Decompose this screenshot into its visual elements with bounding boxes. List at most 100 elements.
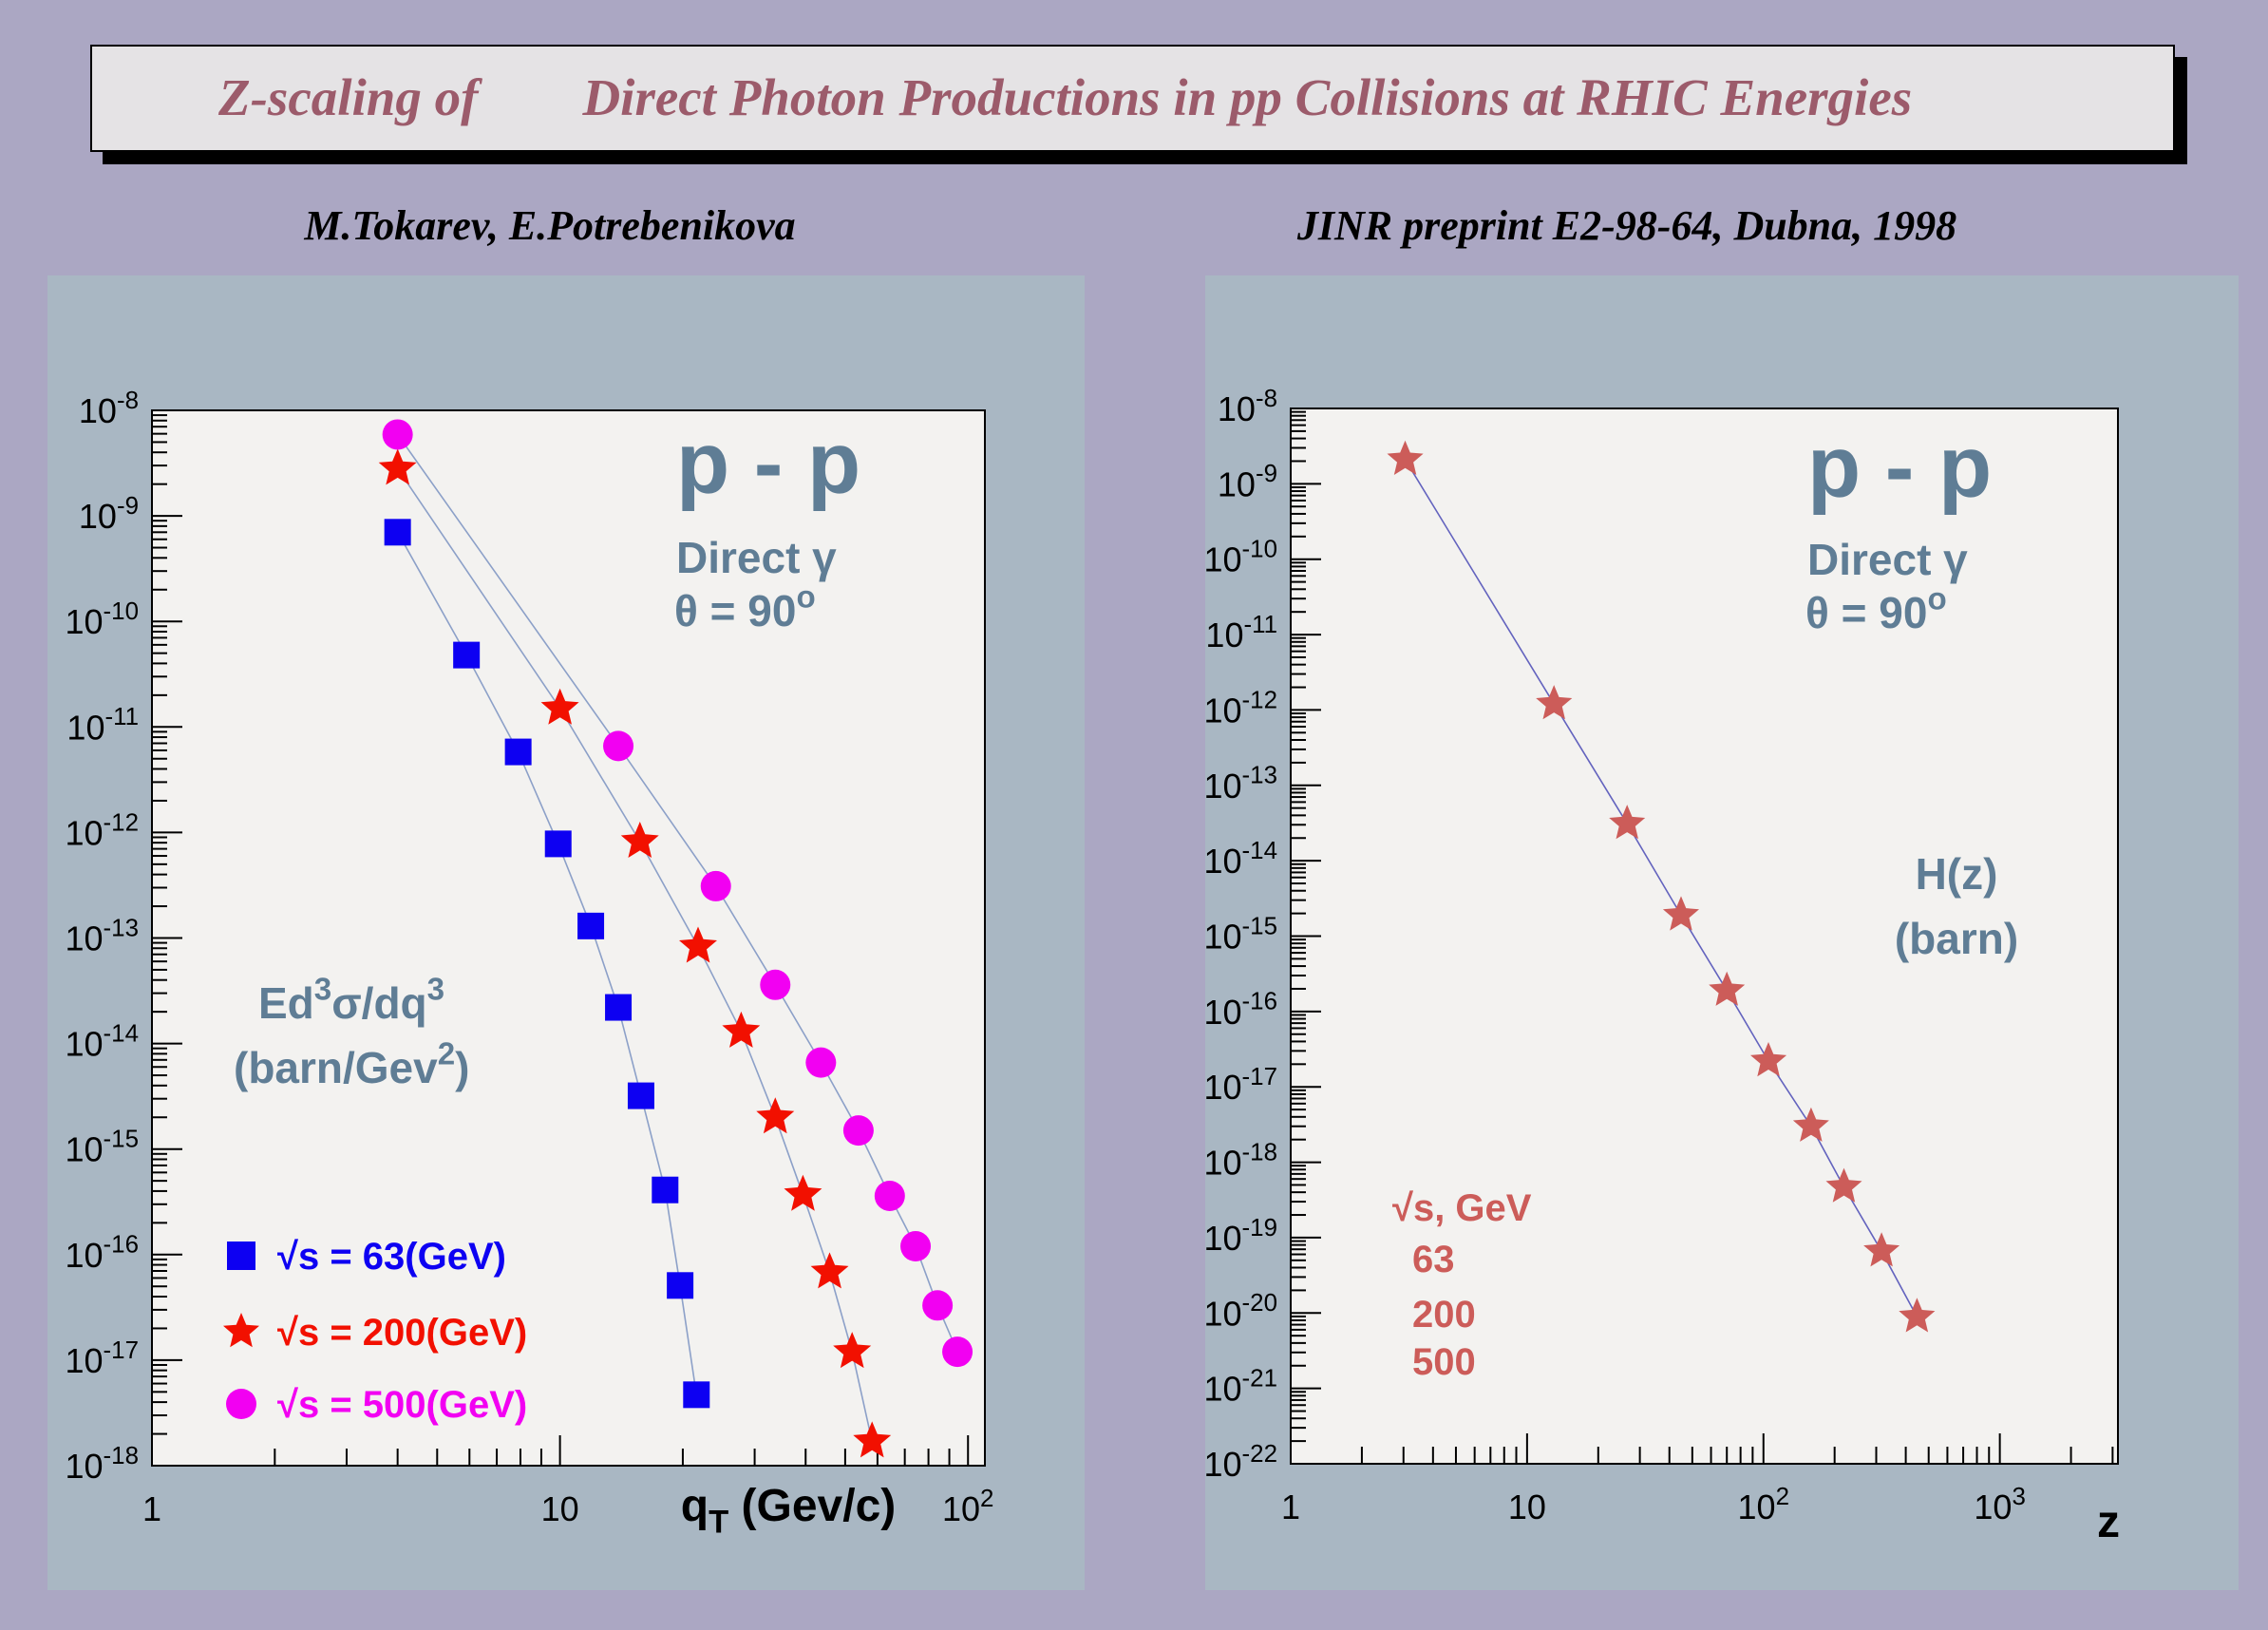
y-tick-label: 10-18 — [66, 1443, 140, 1486]
square-marker — [384, 519, 411, 546]
series — [382, 419, 973, 1368]
y-tick-label: 10-12 — [1205, 687, 1277, 730]
left-chart-spectra: 1 10 102 10-8 10-9 10-10 10-11 10-12 10-13 10-14 1… — [47, 275, 1085, 1590]
y-tick-label: 10-22 — [1205, 1441, 1277, 1484]
series — [378, 448, 892, 1458]
circle-marker — [874, 1180, 905, 1211]
y-tick-label: 10-13 — [66, 915, 140, 957]
x-tick-label: 10 — [1508, 1488, 1546, 1526]
star-marker — [1662, 896, 1699, 931]
plot-frame — [151, 409, 986, 1467]
series — [384, 519, 710, 1409]
circle-marker — [603, 730, 634, 762]
annotation: p - p — [676, 415, 860, 512]
y-tick-label: 10-14 — [66, 1020, 140, 1063]
y-tick-label: 10-9 — [79, 493, 139, 536]
x-axis-ticks — [1290, 1433, 2114, 1464]
legend-label: √s = 200(GeV) — [277, 1312, 527, 1354]
y-tick-label: 10-15 — [66, 1127, 140, 1169]
slide-title: Z-scaling of Direct Photon Productions i… — [218, 68, 1913, 126]
y-tick-label: 10-16 — [66, 1232, 140, 1275]
y-tick-label: 10-10 — [66, 598, 140, 641]
star-marker — [1825, 1167, 1862, 1203]
annotation: Ed3σ/dq3 — [258, 973, 444, 1028]
x-axis-ticks — [151, 1435, 970, 1466]
square-marker — [652, 1176, 679, 1204]
square-marker — [667, 1272, 694, 1299]
series-line — [397, 434, 958, 1353]
y-tick-label: 10-17 — [1205, 1064, 1277, 1107]
annotation: 200 — [1412, 1294, 1476, 1336]
title-bar: Z-scaling of Direct Photon Productions i… — [90, 45, 2175, 152]
preprint-reference: JINR preprint E2-98-64, Dubna, 1998 — [1296, 202, 1957, 249]
star-marker — [853, 1421, 892, 1458]
circle-marker — [922, 1290, 954, 1321]
annotation: √s, GeV — [1392, 1187, 1532, 1229]
square-marker — [453, 641, 481, 669]
y-tick-label: 10-18 — [1205, 1139, 1277, 1182]
circle-marker — [760, 969, 791, 1000]
x-tick-label: 10 — [541, 1489, 579, 1528]
y-tick-label: 10-10 — [1205, 537, 1277, 579]
star-marker — [1387, 440, 1424, 475]
star-marker — [1750, 1042, 1787, 1077]
annotation: p - p — [1807, 419, 1992, 516]
star-marker — [833, 1332, 872, 1369]
star-marker — [1609, 805, 1646, 840]
square-marker — [683, 1381, 710, 1409]
star-marker — [378, 448, 417, 485]
square-marker — [577, 912, 605, 939]
annotation: 63 — [1412, 1239, 1455, 1280]
x-tick-label: 1 — [142, 1489, 161, 1528]
series-line — [397, 531, 698, 1395]
x-tick-label: 102 — [1738, 1484, 1789, 1526]
y-tick-label: 10-8 — [79, 388, 139, 430]
circle-marker — [805, 1047, 837, 1078]
star-marker — [756, 1097, 795, 1134]
square-marker — [544, 830, 572, 858]
star-marker — [223, 1313, 259, 1348]
annotation: qT (Gev/c) — [681, 1481, 897, 1540]
star-marker — [810, 1252, 849, 1289]
square-marker — [504, 738, 532, 766]
series — [1387, 440, 1936, 1333]
y-tick-label: 10-20 — [1205, 1290, 1277, 1333]
y-tick-label: 10-17 — [66, 1337, 140, 1380]
star-marker — [784, 1174, 822, 1211]
star-marker — [1709, 971, 1746, 1006]
star-marker — [540, 688, 579, 725]
annotation: z — [2097, 1497, 2120, 1547]
circle-marker — [226, 1389, 256, 1419]
series-line — [1404, 459, 1918, 1317]
annotation: H(z) — [1916, 849, 1998, 899]
y-tick-label: 10-15 — [1205, 913, 1277, 956]
y-tick-label: 10-21 — [1205, 1366, 1277, 1409]
star-marker — [722, 1011, 761, 1048]
y-tick-label: 10-16 — [1205, 989, 1277, 1032]
circle-marker — [700, 870, 731, 901]
x-tick-label: 1 — [1281, 1488, 1300, 1526]
y-tick-label: 10-19 — [1205, 1215, 1277, 1258]
y-tick-label: 10-11 — [1205, 612, 1277, 654]
x-tick-label: 103 — [1974, 1484, 2025, 1526]
annotation: θ = 90o — [674, 580, 816, 635]
circle-marker — [942, 1336, 973, 1368]
annotation: Direct γ — [1807, 535, 1968, 584]
x-tick-label: 102 — [942, 1486, 993, 1528]
series-line — [397, 467, 873, 1442]
square-marker — [227, 1241, 255, 1270]
y-axis-ticks — [152, 409, 182, 1467]
annotation: (barn/Gev2) — [234, 1037, 469, 1092]
star-marker — [679, 926, 717, 963]
star-marker — [620, 822, 659, 858]
legend-label: √s = 500(GeV) — [277, 1384, 527, 1426]
y-axis-ticks — [1291, 408, 1321, 1465]
star-marker — [1536, 685, 1573, 720]
legend-label: √s = 63(GeV) — [277, 1236, 506, 1278]
circle-marker — [382, 419, 413, 450]
annotation: 500 — [1412, 1341, 1476, 1383]
plot-frame — [1290, 408, 2119, 1465]
annotation: (barn) — [1895, 914, 2018, 963]
star-marker — [1792, 1107, 1829, 1142]
